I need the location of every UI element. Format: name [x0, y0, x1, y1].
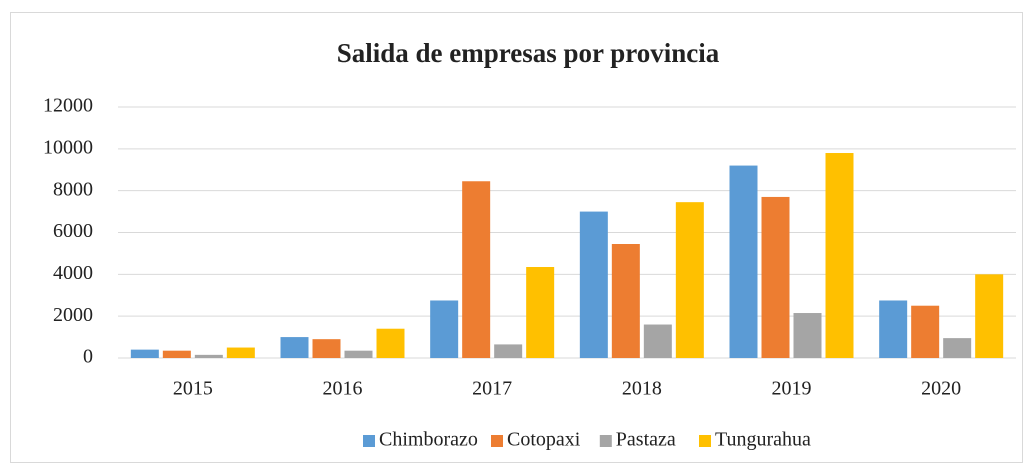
y-tick-label: 12000: [43, 95, 93, 117]
bar: [943, 338, 972, 358]
legend-label: Cotopaxi: [507, 429, 581, 451]
bar: [280, 337, 309, 358]
bar: [729, 165, 758, 358]
legend-label: Pastaza: [616, 429, 676, 451]
bar: [611, 244, 640, 358]
legend-swatch: [491, 435, 503, 447]
bar: [579, 211, 608, 358]
y-tick-label: 4000: [53, 262, 93, 284]
bar: [494, 344, 523, 358]
bar: [761, 196, 790, 358]
bar: [376, 328, 405, 358]
x-tick-label: 2018: [622, 378, 662, 400]
bar: [643, 324, 672, 358]
y-tick-label: 2000: [53, 304, 93, 326]
x-tick-label: 2016: [323, 378, 363, 400]
bar: [526, 267, 555, 358]
y-tick-label: 10000: [43, 136, 93, 158]
bar: [194, 354, 223, 358]
legend-swatch: [599, 435, 612, 447]
bar: [312, 339, 341, 358]
bar: [911, 305, 940, 358]
bar: [344, 350, 373, 358]
bar: [793, 313, 822, 358]
bar: [130, 349, 159, 358]
y-tick-label: 0: [83, 346, 93, 368]
bar: [975, 274, 1004, 358]
chart-title: Salida de empresas por provincia: [337, 38, 720, 68]
bar: [226, 347, 255, 358]
y-tick-label: 8000: [53, 178, 93, 200]
bar: [879, 300, 908, 358]
bar: [825, 153, 854, 358]
bar: [675, 202, 704, 358]
legend-label: Chimborazo: [379, 429, 478, 451]
x-tick-label: 2019: [772, 378, 812, 400]
chart-border: [10, 12, 1023, 463]
y-tick-label: 6000: [53, 220, 93, 242]
bar: [430, 300, 459, 358]
x-tick-label: 2017: [472, 378, 512, 400]
legend-label: Tungurahua: [715, 429, 811, 451]
x-tick-label: 2015: [173, 378, 213, 400]
legend-swatch: [363, 435, 375, 447]
bar: [462, 181, 491, 358]
x-tick-label: 2020: [921, 378, 961, 400]
bar: [162, 350, 191, 358]
legend-swatch: [699, 435, 711, 447]
